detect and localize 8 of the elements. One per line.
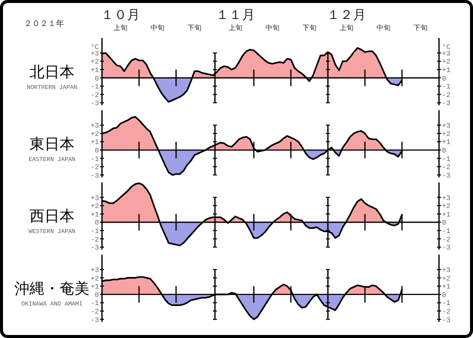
text: ２０２１年 [24,19,64,28]
text: １２月 [326,8,366,23]
text: 北日本 [30,62,74,81]
text: １１月 [216,8,255,23]
text: 東日本 [30,135,74,154]
text: １０月 [101,8,140,23]
text: 沖縄・奄美 [14,279,90,298]
text: 西日本 [30,207,74,226]
